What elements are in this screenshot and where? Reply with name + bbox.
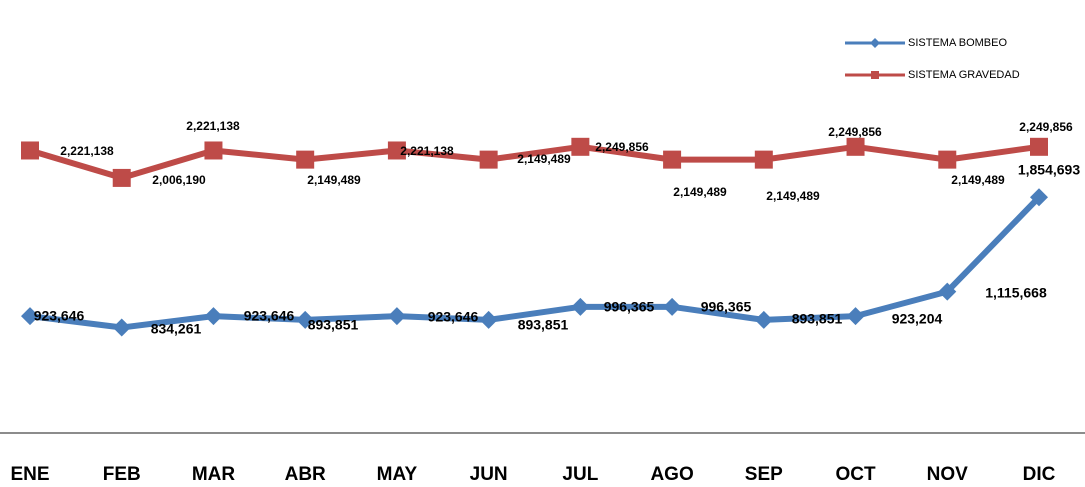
marker [663, 150, 682, 169]
marker [296, 310, 315, 329]
marker [112, 318, 131, 337]
x-tick-label: OCT [835, 464, 876, 485]
legend-label: SISTEMA BOMBEO [908, 37, 1007, 49]
data-label: 2,221,138 [186, 119, 240, 133]
data-label: 996,365 [604, 299, 655, 315]
data-label: 2,249,856 [595, 140, 649, 154]
x-tick-label: AGO [650, 464, 693, 485]
marker [21, 307, 39, 326]
marker [204, 307, 223, 326]
marker [754, 150, 773, 169]
data-label: 2,221,138 [60, 144, 114, 158]
marker [479, 310, 498, 329]
marker [387, 141, 406, 160]
legend-marker [870, 38, 880, 48]
data-label: 2,149,489 [951, 173, 1005, 187]
series-line [29, 143, 1040, 181]
marker [479, 150, 498, 169]
marker [387, 307, 406, 326]
data-label: 923,204 [892, 311, 943, 327]
marker [663, 297, 682, 316]
data-label: 2,149,489 [673, 185, 727, 199]
data-label: 893,851 [792, 311, 843, 327]
data-label: 923,646 [34, 308, 85, 324]
data-label: 2,221,138 [400, 144, 454, 158]
marker [938, 150, 957, 169]
x-tick-label: FEB [103, 464, 141, 485]
data-label: 923,646 [244, 308, 295, 324]
marker [1030, 188, 1048, 207]
marker [21, 141, 39, 160]
data-label: 834,261 [151, 321, 202, 337]
legend-label: SISTEMA GRAVEDAD [908, 69, 1020, 81]
legend-marker [871, 71, 879, 79]
data-label: 2,249,856 [1019, 120, 1073, 134]
x-tick-label: SEP [745, 464, 783, 485]
data-label: 996,365 [701, 299, 752, 315]
marker [571, 297, 590, 316]
data-label: 2,149,489 [766, 189, 820, 203]
marker [112, 168, 131, 187]
marker [1030, 137, 1048, 156]
data-label: 1,115,668 [985, 285, 1047, 301]
data-label: 923,646 [428, 309, 479, 325]
marker [204, 141, 223, 160]
series-line [29, 195, 1042, 331]
data-label: 893,851 [518, 317, 569, 333]
marker [938, 282, 957, 301]
x-tick-label: NOV [927, 464, 969, 485]
marker [571, 137, 590, 156]
data-label: 893,851 [308, 317, 359, 333]
marker [846, 307, 865, 326]
x-tick-label: MAR [192, 464, 236, 485]
data-label: 1,854,693 [1018, 162, 1080, 178]
marker [296, 150, 315, 169]
x-tick-label: JUL [562, 464, 598, 485]
x-tick-label: MAY [377, 464, 418, 485]
marker [754, 310, 773, 329]
x-tick-label: ENE [10, 464, 49, 485]
marker [846, 137, 865, 156]
data-label: 2,249,856 [828, 125, 882, 139]
x-tick-label: JUN [470, 464, 508, 485]
data-label: 2,149,489 [307, 173, 361, 187]
x-tick-label: ABR [285, 464, 326, 485]
data-label: 2,149,489 [517, 152, 571, 166]
data-label: 2,006,190 [152, 173, 206, 187]
x-tick-label: DIC [1023, 464, 1056, 485]
